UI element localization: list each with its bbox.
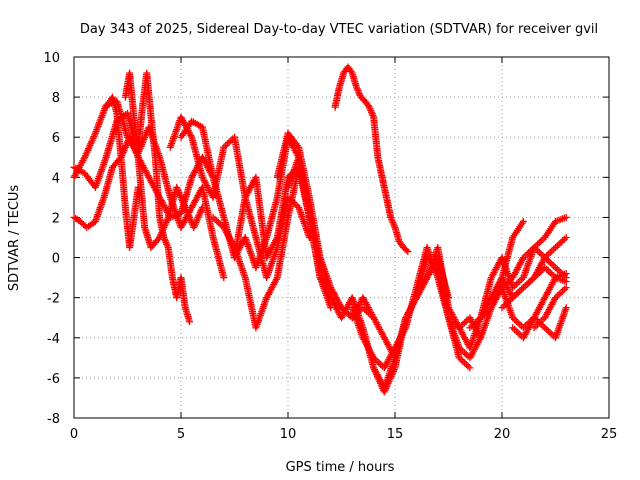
- x-tick-labels: 0 5 10 15 20 25: [70, 427, 617, 442]
- x-tick-label: 25: [601, 427, 618, 442]
- data-point: [180, 200, 188, 208]
- y-axis-label: SDTVAR / TECUs: [7, 185, 22, 292]
- chart-title: Day 343 of 2025, Sidereal Day-to-day VTE…: [80, 22, 598, 37]
- data-point: [185, 212, 193, 220]
- data-point: [78, 219, 86, 227]
- data-point: [175, 188, 183, 196]
- data-point: [132, 148, 140, 156]
- data-point: [353, 85, 361, 93]
- y-tick-label: -4: [47, 332, 60, 347]
- data-point: [178, 195, 186, 203]
- series-track-4: [121, 69, 194, 326]
- y-tick-label: -8: [47, 412, 60, 427]
- data-point: [562, 213, 570, 221]
- series-track-19: [509, 304, 570, 342]
- data-point: [562, 304, 570, 312]
- x-tick-label: 0: [70, 427, 78, 442]
- data-point: [196, 208, 204, 216]
- x-tick-label: 15: [387, 427, 404, 442]
- data-point: [183, 207, 191, 215]
- series-track-21: [498, 213, 570, 292]
- data-point: [562, 278, 570, 286]
- data-point: [404, 248, 412, 256]
- data-point: [76, 218, 84, 225]
- data-point: [173, 183, 181, 191]
- data-point: [562, 270, 570, 278]
- data-point: [187, 132, 195, 140]
- data-point: [498, 304, 506, 312]
- axes: [73, 56, 610, 419]
- data-point: [347, 68, 355, 75]
- data-point: [455, 354, 463, 362]
- series-track-1: [70, 97, 228, 282]
- data-point: [225, 138, 233, 146]
- data-point: [223, 140, 231, 148]
- series-track-3: [70, 133, 206, 251]
- y-tick-label: 8: [52, 91, 60, 106]
- y-tick-label: -2: [47, 292, 60, 307]
- data-point: [191, 220, 199, 228]
- data-point: [562, 234, 570, 241]
- data-point: [161, 235, 169, 243]
- data-point: [198, 205, 206, 213]
- y-tick-labels: -8 -6 -4 -2 0 2 4 6 8 10: [43, 51, 60, 427]
- series-track-20: [498, 234, 570, 312]
- data-series: [70, 63, 570, 396]
- grid: [74, 57, 609, 418]
- y-tick-label: -6: [47, 372, 60, 387]
- x-tick-label: 10: [280, 427, 297, 442]
- data-point: [186, 318, 194, 326]
- y-tick-label: 2: [52, 211, 60, 226]
- y-tick-label: 6: [52, 131, 60, 146]
- data-point: [127, 137, 135, 145]
- data-point: [220, 274, 228, 282]
- x-tick-label: 20: [494, 427, 511, 442]
- series-track-5: [102, 93, 142, 251]
- y-tick-label: 10: [43, 51, 60, 66]
- data-point: [194, 213, 202, 221]
- series-track-22: [530, 284, 570, 332]
- x-axis-label: GPS time / hours: [286, 460, 395, 475]
- y-tick-label: 4: [52, 171, 60, 186]
- data-point: [355, 90, 363, 98]
- data-point: [163, 242, 171, 250]
- data-point: [519, 217, 527, 225]
- data-point: [389, 219, 397, 226]
- data-point: [402, 246, 410, 254]
- data-point: [198, 203, 206, 211]
- data-point: [466, 364, 474, 372]
- plot-frame: [73, 56, 610, 419]
- data-point: [80, 221, 88, 228]
- x-tick-label: 5: [177, 427, 185, 442]
- y-tick-label: 0: [52, 252, 60, 267]
- data-point: [368, 108, 375, 116]
- data-point: [562, 284, 570, 292]
- series-track-11: [331, 63, 412, 256]
- data-point: [134, 183, 142, 191]
